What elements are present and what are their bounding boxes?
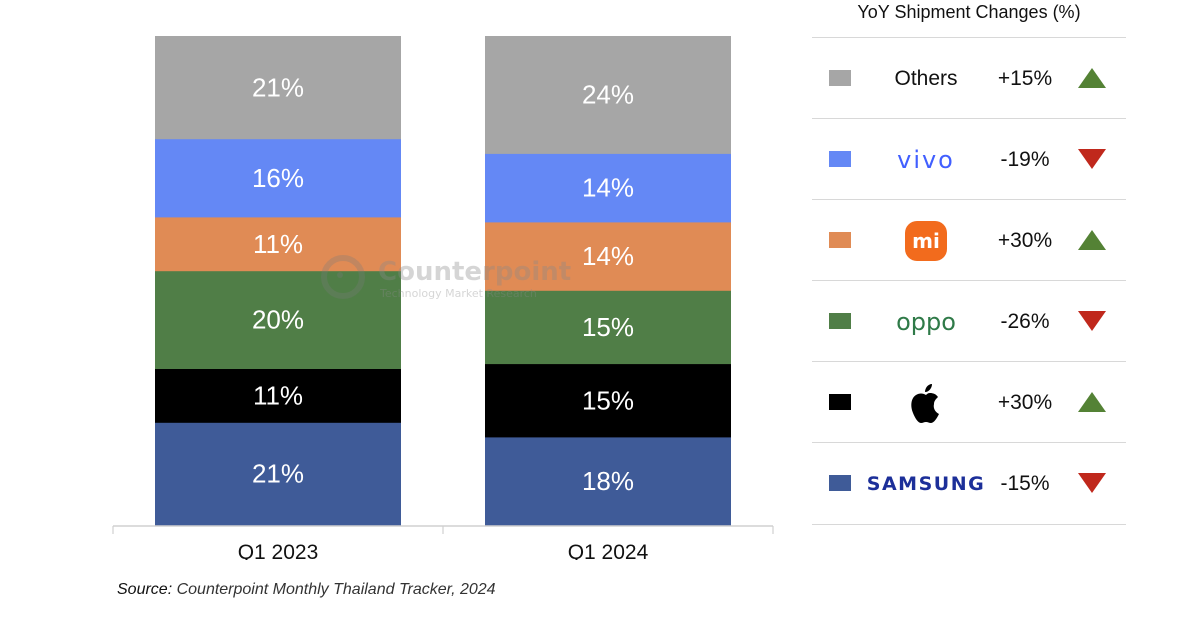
up-arrow-icon <box>1078 230 1106 250</box>
apple-swatch <box>829 394 851 410</box>
vivo-brand: vivo <box>870 119 982 200</box>
data-label-vivo-1: 14% <box>582 173 634 203</box>
data-label-xiaomi-1: 14% <box>582 241 634 271</box>
apple-brand <box>870 362 982 443</box>
xiaomi-change: +30% <box>997 229 1053 252</box>
xiaomi-logo-icon: mi <box>905 220 947 261</box>
x-tick-label: Q1 2024 <box>568 541 649 560</box>
x-tick-label: Q1 2023 <box>238 541 319 560</box>
down-arrow-icon <box>1078 311 1106 331</box>
bar-segment-apple-1 <box>485 363 731 438</box>
oppo-change: -26% <box>1000 310 1050 333</box>
down-arrow-icon <box>1078 473 1106 493</box>
bar-segment-others-0 <box>155 36 401 140</box>
others-change: +15% <box>997 67 1053 90</box>
data-label-apple-1: 15% <box>582 385 634 415</box>
bar-segment-xiaomi-0 <box>155 216 401 272</box>
legend-row-others: Others +15% <box>812 37 1126 119</box>
vivo-change: -19% <box>1000 148 1050 171</box>
legend-row-apple: +30% <box>812 361 1126 443</box>
bar-segment-others-1 <box>485 36 731 154</box>
data-label-apple-0: 11% <box>253 380 303 410</box>
data-label-oppo-1: 15% <box>582 312 634 342</box>
data-label-oppo-0: 20% <box>252 305 304 335</box>
legend-row-xiaomi: mi +30% <box>812 199 1126 281</box>
bar-segment-vivo-1 <box>485 153 731 223</box>
bar-segment-apple-0 <box>155 368 401 423</box>
data-label-xiaomi-0: 11% <box>253 229 303 259</box>
bar-segment-vivo-0 <box>155 138 401 218</box>
data-label-samsung-1: 18% <box>582 466 634 496</box>
bar-segment-samsung-0 <box>155 422 401 526</box>
legend-row-vivo: vivo -19% <box>812 118 1126 200</box>
data-label-others-0: 21% <box>252 72 304 102</box>
bars-group: 21% 11% 20% 11% 16% 21% 18% 15% 15% 14% 14% 24% <box>155 36 731 526</box>
up-arrow-icon <box>1078 392 1106 412</box>
legend-row-oppo: oppo -26% <box>812 280 1126 362</box>
source-text: Counterpoint Monthly Thailand Tracker, 2… <box>172 581 496 598</box>
bar-segment-oppo-1 <box>485 290 731 365</box>
down-arrow-icon <box>1078 149 1106 169</box>
counterpoint-watermark: Counterpoint Technology Market Research <box>321 255 571 300</box>
stacked-bar-chart: 21% 11% 20% 11% 16% 21% 18% 15% 15% 14% 14% 24% Q1 … <box>112 36 774 560</box>
data-label-samsung-0: 21% <box>252 459 304 489</box>
data-label-others-1: 24% <box>582 80 634 110</box>
source-label: Source: <box>117 581 173 598</box>
vivo-logo-icon: vivo <box>897 145 955 174</box>
samsung-brand: SAMSUNG <box>866 443 986 524</box>
up-arrow-icon <box>1078 68 1106 88</box>
samsung-swatch <box>829 475 851 491</box>
watermark-tagline: Technology Market Research <box>379 287 537 300</box>
watermark-brand: Counterpoint <box>378 257 571 287</box>
counterpoint-logo-dot-icon <box>337 272 343 278</box>
bar-segment-oppo-0 <box>155 270 401 369</box>
legend-row-samsung: SAMSUNG -15% <box>812 442 1126 525</box>
legend-title: YoY Shipment Changes (%) <box>857 2 1081 22</box>
data-label-vivo-0: 16% <box>252 163 304 193</box>
xiaomi-swatch <box>829 232 851 248</box>
samsung-logo-icon: SAMSUNG <box>866 472 986 495</box>
xiaomi-brand: mi <box>870 200 982 281</box>
bar-segment-samsung-1 <box>485 437 731 526</box>
others-brand: Others <box>870 38 982 119</box>
apple-change: +30% <box>997 391 1053 414</box>
counterpoint-logo-icon <box>321 255 365 299</box>
others-swatch <box>829 70 851 86</box>
vivo-swatch <box>829 151 851 167</box>
bar-segment-xiaomi-1 <box>485 221 731 291</box>
source-note: Source: Counterpoint Monthly Thailand Tr… <box>117 581 496 599</box>
oppo-swatch <box>829 313 851 329</box>
oppo-logo-icon: oppo <box>896 307 956 336</box>
apple-logo-icon <box>911 383 939 423</box>
oppo-brand: oppo <box>870 281 982 362</box>
xiaomi-logo-text: mi <box>912 228 940 253</box>
x-axis: Q1 2023 Q1 2024 <box>112 525 774 560</box>
others-label: Others <box>894 66 958 90</box>
samsung-change: -15% <box>1000 472 1050 495</box>
